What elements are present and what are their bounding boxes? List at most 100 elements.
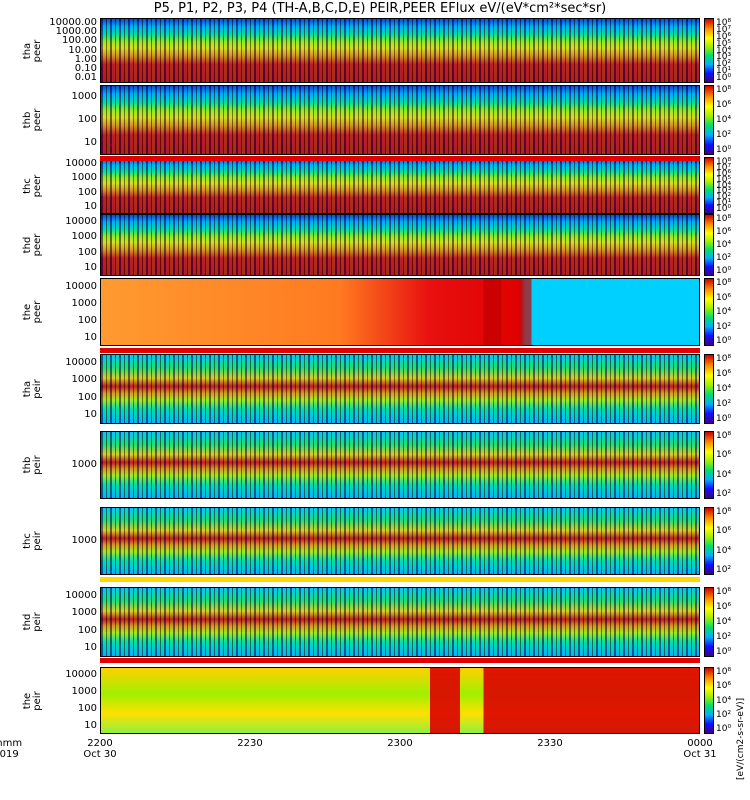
colorbar-tick: 10⁰ [716, 647, 732, 657]
ytick: 0.01 [74, 72, 97, 84]
flag-strip [100, 658, 700, 663]
spectrogram-thc-peer [100, 157, 700, 214]
ytick: 1000 [71, 535, 97, 546]
ytick: 100.00 [62, 35, 97, 47]
colorbar-tick: 10⁴ [716, 469, 732, 480]
ytick: 100 [77, 246, 97, 258]
ytick: 10.00 [68, 44, 97, 56]
colorbar-tick: 10² [716, 253, 732, 263]
colorbar-tick: 10² [716, 192, 732, 203]
ytick: 10000 [65, 669, 97, 681]
colorbar-tick: 10⁶ [716, 31, 732, 42]
ytick: 10000 [65, 589, 97, 601]
colorbar-tick: 10⁸ [716, 431, 732, 441]
flag-strip [100, 348, 700, 353]
colorbar [704, 667, 714, 734]
colorbar-tick: 10⁸ [716, 157, 732, 167]
colorbar [704, 278, 714, 346]
colorbar-tick: 10⁰ [716, 414, 732, 424]
colorbar-tick: 10⁵ [716, 38, 732, 49]
ytick: 1000 [71, 607, 97, 619]
colorbar-tick: 10⁷ [716, 162, 732, 173]
colorbar-tick: 10⁸ [716, 278, 732, 288]
ytick: 100 [77, 186, 97, 198]
spectrogram-tha-peer [100, 18, 700, 83]
ytick: 1000.00 [55, 25, 97, 37]
xtick-date: Oct 31 [683, 749, 717, 760]
ytick: 10 [84, 331, 97, 343]
colorbar-tick: 10² [716, 709, 732, 720]
ytick: 1.00 [74, 53, 97, 65]
colorbar-tick: 10² [716, 565, 732, 575]
colorbar-tick: 10⁰ [716, 73, 732, 83]
colorbar-tick: 10⁶ [716, 369, 732, 379]
colorbar-tick: 10² [716, 321, 732, 332]
ytick: 100 [77, 114, 97, 125]
ytick: 10 [84, 262, 97, 274]
colorbar-tick: 10⁰ [716, 336, 732, 346]
colorbar-tick: 10⁴ [716, 307, 732, 317]
ytick: 1000 [71, 297, 97, 309]
x-row-label-2: 2019 [0, 749, 19, 760]
colorbar [704, 587, 714, 657]
ytick: 100 [77, 624, 97, 636]
colorbar-tick: 10⁴ [716, 240, 732, 250]
colorbar-tick: 10⁶ [716, 227, 732, 237]
colorbar-tick: 10³ [716, 186, 732, 197]
ytick: 10000 [65, 356, 97, 368]
xtick: 2200 [87, 738, 113, 749]
colorbar [704, 85, 714, 155]
colorbar-tick: 10⁶ [716, 602, 732, 612]
colorbar-tick: 10² [716, 399, 732, 409]
spectrogram-the-peir [100, 667, 700, 734]
colorbar-tick: 10¹ [716, 66, 732, 77]
colorbar-tick: 10⁴ [716, 115, 732, 125]
ytick: 100 [77, 702, 97, 714]
colorbar-tick: 10⁵ [716, 174, 732, 185]
xtick: 2330 [537, 738, 563, 749]
colorbar-tick: 10⁰ [716, 724, 732, 734]
ytick: 10 [84, 719, 97, 731]
colorbar-tick: 10⁴ [716, 45, 732, 56]
ytick: 10000 [65, 280, 97, 292]
colorbar-tick: 10² [716, 632, 732, 642]
colorbar-tick: 10² [716, 59, 732, 70]
colorbar-tick: 10⁸ [716, 214, 732, 224]
colorbar-unit: [eV/(cm2-s-sr-eV)] [736, 697, 746, 780]
colorbar-tick: 10⁴ [716, 545, 732, 556]
xtick: 0000 [687, 738, 713, 749]
flag-strip [100, 156, 700, 161]
ytick: 1000 [71, 459, 97, 470]
colorbar-tick: 10⁴ [716, 695, 732, 706]
ytick: 1000 [71, 374, 97, 386]
colorbar-tick: 10⁸ [716, 587, 732, 597]
colorbar-tick: 10⁶ [716, 526, 732, 537]
colorbar [704, 157, 714, 214]
colorbar-tick: 10⁶ [716, 168, 732, 179]
ytick: 10 [84, 200, 97, 212]
ytick: 10 [84, 137, 97, 149]
ytick: 10000 [65, 158, 97, 170]
colorbar-tick: 10⁶ [716, 450, 732, 461]
ytick: 1000 [71, 686, 97, 698]
spectrogram-the-peer [100, 278, 700, 346]
colorbar-tick: 10⁰ [716, 266, 732, 276]
colorbar [704, 18, 714, 83]
colorbar-tick: 10⁶ [716, 292, 732, 303]
ytick: 100 [77, 314, 97, 326]
colorbar-tick: 10⁸ [716, 667, 732, 677]
ytick: 1000 [71, 90, 97, 102]
colorbar-tick: 10⁸ [716, 18, 732, 28]
colorbar-tick: 10⁶ [716, 681, 732, 692]
ytick: 10000 [65, 215, 97, 227]
spectrogram-thd-peir [100, 587, 700, 657]
ytick: 100 [77, 391, 97, 403]
ytick: 10 [84, 409, 97, 421]
xtick: 2300 [387, 738, 413, 749]
x-row-label-1: hhmm [0, 738, 23, 749]
spectrogram-thb-peir [100, 431, 700, 499]
xtick-date: Oct 30 [83, 749, 117, 760]
colorbar-tick: 10⁸ [716, 507, 732, 517]
colorbar-tick: 10⁴ [716, 384, 732, 394]
colorbar-tick: 10⁶ [716, 100, 732, 110]
